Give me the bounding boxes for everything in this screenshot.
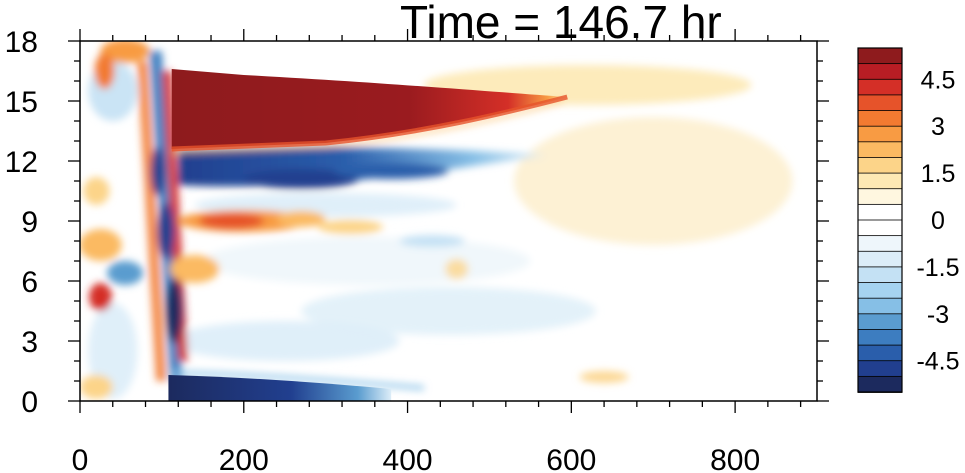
contour-blob	[80, 375, 113, 399]
y-axis-tick-labels: 0 3 6 9 12 15 18	[5, 26, 38, 419]
contour-blob	[243, 169, 359, 189]
contour-blob	[100, 41, 150, 63]
colorbar-frame	[857, 47, 903, 393]
colorbar-swatch	[857, 188, 903, 206]
y-tick-label: 18	[5, 26, 38, 59]
contour-blob	[579, 371, 629, 383]
y-tick-label: 6	[21, 266, 38, 299]
colorbar-swatch	[857, 266, 903, 284]
y-tick-label: 0	[21, 386, 38, 419]
colorbar-swatch	[857, 78, 903, 96]
colorbar-swatch	[857, 375, 903, 393]
contour-band-surface-negative	[168, 375, 392, 401]
colorbar-swatch	[857, 282, 903, 300]
colorbar-label: -1.5	[916, 254, 959, 282]
colorbar-label: 0	[931, 207, 945, 235]
contour-band-positive	[171, 69, 568, 149]
contour-blob	[317, 220, 383, 234]
contour-blob	[198, 213, 265, 229]
contour-blob	[202, 237, 531, 285]
chart-title: Time = 146.7 hr	[400, 0, 722, 48]
contour-blob	[161, 71, 189, 361]
contour-blob	[88, 303, 138, 399]
contour-blob	[514, 117, 793, 245]
contour-field	[80, 41, 793, 399]
x-axis-ticks	[79, 29, 802, 413]
colorbar-label: 1.5	[921, 160, 956, 188]
contour-band-positive-edge	[171, 94, 568, 152]
colorbar-swatch	[857, 125, 903, 143]
contour-blob	[170, 321, 400, 361]
colorbar-swatch	[857, 47, 903, 65]
colorbar-swatch	[857, 110, 903, 128]
contour-blob	[301, 287, 596, 335]
contour-blob	[157, 203, 175, 259]
colorbar-labels: 4.5 3 1.5 0 -1.5 -3 -4.5	[916, 66, 959, 375]
contour-field-core	[168, 69, 568, 401]
contour-blob	[137, 61, 166, 381]
colorbar-swatch	[857, 203, 903, 221]
colorbar-swatch	[857, 219, 903, 237]
contour-blob	[165, 279, 183, 343]
colorbar-swatch	[857, 172, 903, 190]
colorbar-swatch	[857, 344, 903, 362]
contour-blob	[83, 177, 110, 205]
contour-blob	[107, 261, 144, 285]
contour-blob	[333, 163, 449, 179]
contour-band-positive-halo	[171, 99, 564, 154]
colorbar-label: -3	[927, 301, 949, 329]
x-tick-label: 0	[72, 444, 89, 473]
y-axis-ticks	[68, 40, 829, 402]
x-tick-label: 400	[383, 444, 433, 473]
colorbar-swatch	[857, 141, 903, 159]
x-tick-label: 200	[219, 444, 269, 473]
colorbar-label: 4.5	[921, 66, 956, 94]
y-tick-label: 3	[21, 326, 38, 359]
y-tick-label: 9	[21, 206, 38, 239]
colorbar-label: 3	[931, 113, 945, 141]
colorbar-swatch	[857, 329, 903, 346]
contour-blob	[445, 259, 469, 279]
contour-blob	[94, 53, 115, 89]
colorbar-swatch	[857, 313, 903, 331]
colorbar-swatch	[857, 360, 903, 378]
contour-blob	[151, 147, 165, 195]
contour-blob	[80, 229, 122, 261]
colorbar-swatch	[857, 250, 903, 268]
contour-blob	[170, 255, 220, 283]
colorbar-swatch	[857, 94, 903, 112]
colorbar-swatch	[857, 297, 903, 315]
colorbar-swatch	[857, 63, 903, 81]
y-tick-label: 15	[5, 86, 38, 119]
colorbar	[857, 47, 903, 393]
colorbar-label: -4.5	[916, 348, 959, 376]
contour-blob	[89, 283, 112, 311]
x-tick-label: 800	[710, 444, 760, 473]
colorbar-swatch	[857, 157, 903, 174]
y-tick-label: 12	[5, 146, 38, 179]
contour-blob	[276, 211, 326, 227]
x-tick-label: 600	[546, 444, 596, 473]
contour-band-surface-halo	[168, 370, 425, 391]
colorbar-swatch	[857, 235, 903, 253]
plot-area	[80, 41, 817, 401]
contour-blob	[399, 235, 465, 247]
x-axis-tick-labels: 0 200 400 600 800	[72, 444, 760, 473]
